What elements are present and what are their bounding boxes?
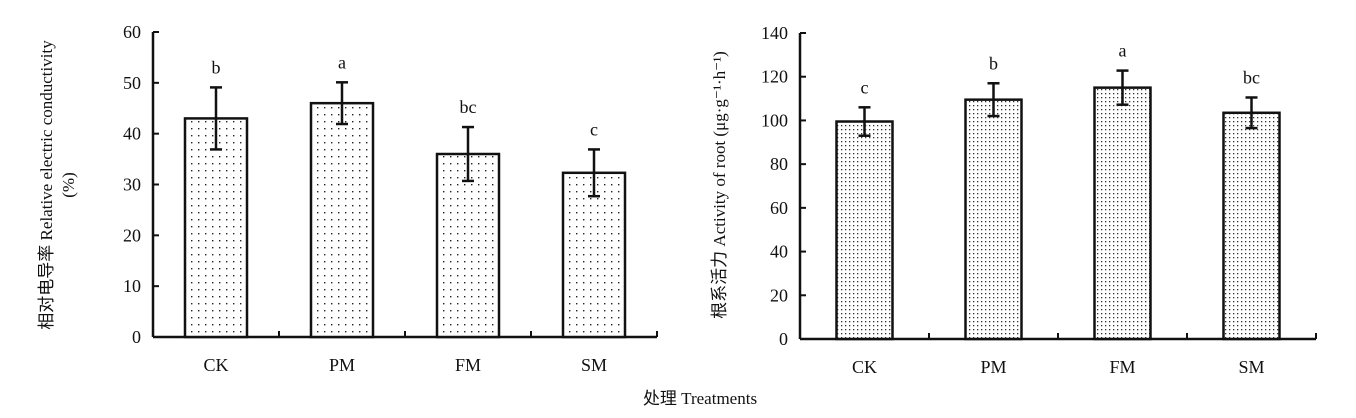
significance-letter: bc	[460, 97, 477, 117]
x-tick-label: SM	[1238, 357, 1264, 377]
y-tick-label: 80	[770, 154, 788, 174]
y-tick-label: 20	[770, 285, 788, 305]
significance-letter: a	[1119, 41, 1127, 61]
svg-text:相对电导率 Relative electric conduc: 相对电导率 Relative electric conductivity	[37, 40, 56, 330]
significance-letter: b	[989, 53, 998, 73]
y-tick-label: 0	[132, 327, 141, 347]
bar-ck	[835, 120, 894, 341]
chart-relative-electric-conductivity: 0 10 20 30 40 50 60 b CK a PM bc FM c SM	[123, 22, 658, 375]
ylabel-cn: 相对电导率	[37, 245, 56, 330]
ylabel-en: Activity of root (μg·g⁻¹·h⁻¹)	[710, 51, 729, 246]
y-axis-label-right: 根系活力 Activity of root (μg·g⁻¹·h⁻¹)	[710, 51, 729, 319]
x-tick-label: CK	[203, 355, 228, 375]
x-tick-label: SM	[581, 355, 607, 375]
x-tick-label: FM	[1109, 357, 1135, 377]
y-tick-label: 40	[770, 242, 788, 262]
bar-ck	[183, 117, 249, 339]
y-tick-label: 10	[123, 276, 141, 296]
significance-letter: c	[590, 119, 598, 139]
significance-letter: b	[212, 57, 221, 77]
x-tick-label: FM	[455, 355, 481, 375]
y-tick-label: 20	[123, 225, 141, 245]
bar-pm	[309, 101, 375, 339]
significance-letter: a	[338, 52, 346, 72]
x-axis-label: 处理 Treatments	[643, 389, 757, 408]
bar-pm	[964, 98, 1023, 341]
y-tick-label: 60	[770, 198, 788, 218]
y-tick-label: 50	[123, 73, 141, 93]
y-tick-label: 140	[761, 23, 788, 43]
y-tick-label: 100	[761, 110, 788, 130]
y-tick-label: 40	[123, 124, 141, 144]
significance-letter: bc	[1243, 67, 1260, 87]
y-tick-label: 60	[123, 22, 141, 42]
y-tick-label: 30	[123, 175, 141, 195]
ylabel-unit: (%)	[59, 172, 78, 197]
svg-text:根系活力 Activity of root (μg·g⁻¹·: 根系活力 Activity of root (μg·g⁻¹·h⁻¹)	[710, 51, 729, 319]
ylabel-en: Relative electric conductivity	[37, 40, 56, 241]
chart-root-activity: 0 20 40 60 80 100 120 140 c CK b PM a FM bc SM	[761, 23, 1317, 377]
y-tick-label: 0	[779, 329, 788, 349]
y-tick-label: 120	[761, 67, 788, 87]
ylabel-cn: 根系活力	[710, 251, 729, 319]
bar-fm	[1093, 86, 1152, 341]
x-tick-label: CK	[852, 357, 877, 377]
y-axis-label-left: 相对电导率 Relative electric conductivity (%)	[37, 40, 78, 330]
significance-letter: c	[861, 77, 869, 97]
x-tick-label: PM	[980, 357, 1006, 377]
bar-sm	[1222, 111, 1281, 341]
x-tick-label: PM	[329, 355, 355, 375]
